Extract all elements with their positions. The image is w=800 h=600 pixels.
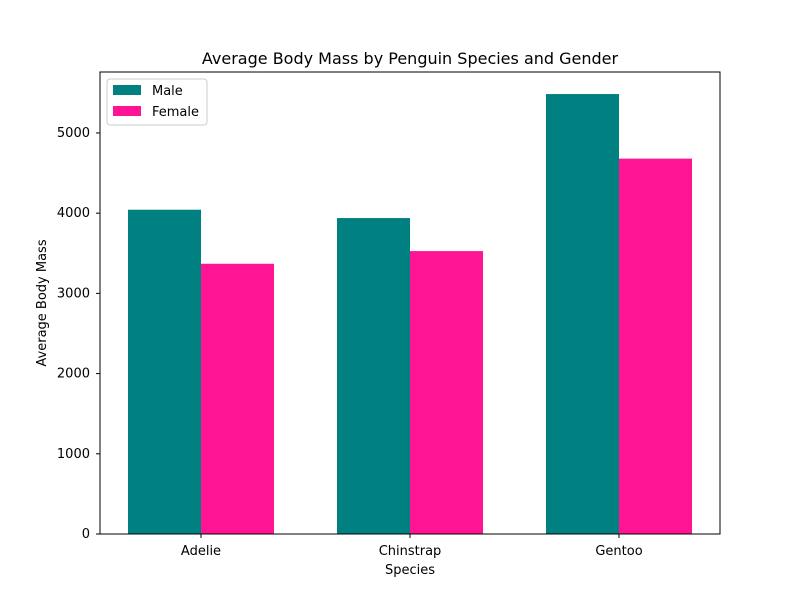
legend-label-male: Male xyxy=(152,84,183,99)
y-tick-label: 5000 xyxy=(57,126,90,141)
legend-swatch-male xyxy=(113,85,141,95)
bar-female-chinstrap xyxy=(410,251,483,534)
chart-title: Average Body Mass by Penguin Species and… xyxy=(202,49,619,68)
x-axis-label: Species xyxy=(385,563,435,578)
x-tick-label: Gentoo xyxy=(595,544,642,559)
legend-swatch-female xyxy=(113,106,141,116)
y-tick-label: 3000 xyxy=(57,286,90,301)
plot-area: 0 1000 2000 3000 4000 5000 Adelie Chinstrap Gent… xyxy=(57,71,721,559)
y-tick-label: 1000 xyxy=(57,447,90,462)
x-tick-label: Chinstrap xyxy=(379,544,442,559)
y-axis-label: Average Body Mass xyxy=(35,239,50,366)
bar-male-adelie xyxy=(128,209,201,534)
y-tick-label: 0 xyxy=(82,527,90,542)
bar-female-gentoo xyxy=(619,158,692,534)
bar-female-adelie xyxy=(201,263,274,534)
legend: Male Female xyxy=(106,78,208,126)
y-tick-label: 4000 xyxy=(57,206,90,221)
bar-male-gentoo xyxy=(546,94,619,535)
legend-label-female: Female xyxy=(152,105,199,120)
x-tick-label: Adelie xyxy=(181,544,221,559)
bar-male-chinstrap xyxy=(337,218,410,534)
y-tick-label: 2000 xyxy=(57,367,90,382)
